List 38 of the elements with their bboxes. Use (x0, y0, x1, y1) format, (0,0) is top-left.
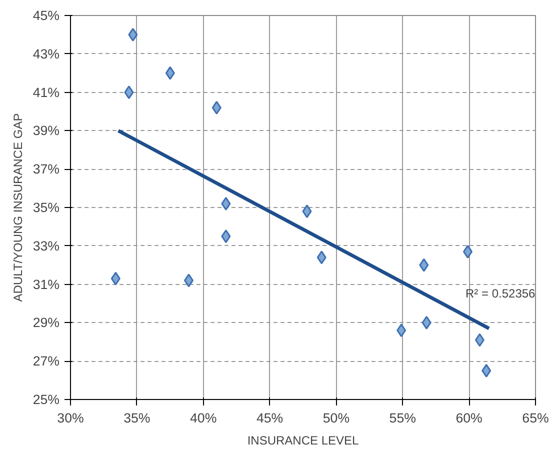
y-tick-label: 31% (32, 276, 60, 292)
point (462, 244, 472, 258)
y-tick-label: 37% (32, 162, 60, 177)
point (212, 100, 222, 114)
point (302, 204, 312, 218)
y-axis-title: ADULT/YOUNG INSURANCE GAP (10, 113, 25, 302)
point (110, 272, 120, 286)
y-tick-label: 43% (32, 46, 60, 62)
point (184, 274, 194, 288)
x-tick-label: 45% (256, 410, 284, 426)
y-tick-label: 41% (32, 84, 60, 100)
x-tick-label: 40% (190, 410, 217, 426)
point (482, 364, 492, 378)
x-tick-label: 30% (57, 410, 84, 426)
x-tick-label: 50% (322, 410, 350, 426)
annotation: R² = 0.52356 (466, 286, 536, 300)
y-tick-label: 29% (32, 315, 60, 330)
y-tick-label: 33% (32, 238, 60, 254)
x-tick-label: 35% (124, 410, 150, 426)
y-tick-label: 45% (32, 8, 60, 23)
point (128, 28, 138, 42)
x-tick-label: 60% (456, 410, 483, 426)
point (419, 258, 429, 272)
point (396, 324, 406, 338)
x-tick-label: 65% (522, 410, 549, 426)
y-tick-label: 35% (32, 200, 60, 215)
y-tick-label: 39% (32, 123, 60, 138)
point (474, 333, 484, 347)
point (316, 250, 326, 264)
x-axis-title: INSURANCE LEVEL (247, 434, 360, 448)
x-tick-label: 55% (389, 410, 416, 426)
point (124, 86, 134, 100)
point (165, 66, 175, 80)
y-tick-label: 25% (32, 392, 60, 407)
y-tick-label: 27% (32, 354, 60, 369)
point (221, 230, 231, 244)
point (422, 316, 432, 330)
point (221, 196, 231, 210)
